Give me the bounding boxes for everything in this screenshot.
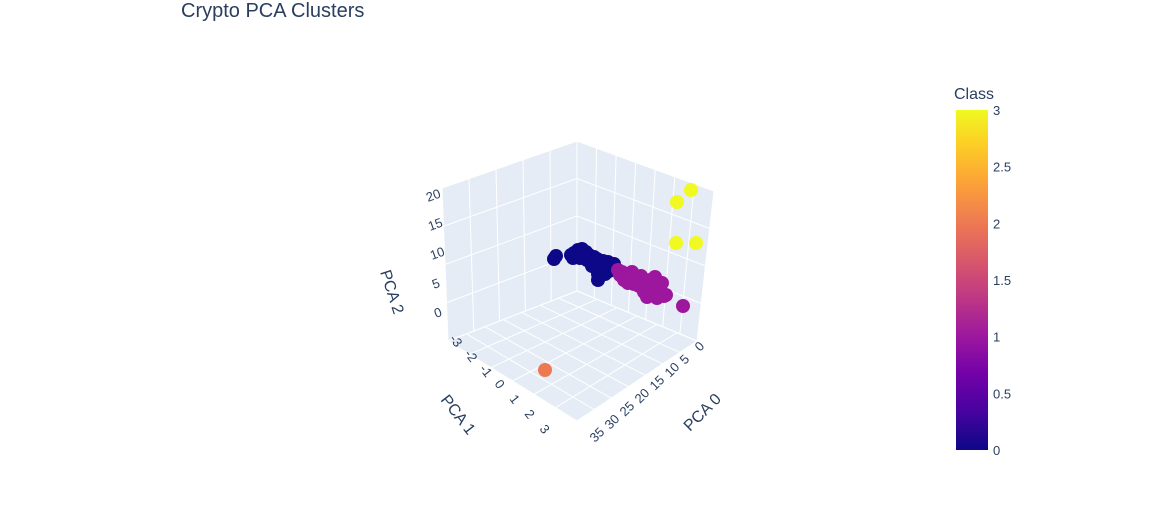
pca0-tick-label: 20: [632, 385, 653, 406]
colorbar-tick-label: 2: [993, 216, 1000, 231]
grid-line: [555, 332, 678, 409]
data-point: [593, 269, 607, 283]
colorbar-gradient: [956, 110, 988, 450]
pca1-tick-label: 0: [492, 377, 508, 392]
grid-line: [490, 307, 618, 369]
data-point: [549, 249, 563, 263]
pca2-tick-label: 5: [430, 275, 442, 292]
data-point: [630, 275, 644, 289]
pca1-tick-label: 3: [537, 422, 553, 437]
colorbar-tick-label: 2.5: [993, 160, 1011, 175]
data-point: [588, 255, 602, 269]
data-points: [538, 183, 703, 377]
grid-line: [533, 323, 658, 395]
pca0-tick-label: 0: [692, 338, 708, 354]
grid-line: [503, 319, 629, 388]
pca0-tick-label: 25: [617, 398, 638, 419]
pca0-tick-label: 15: [647, 372, 668, 393]
grid-line: [558, 297, 681, 353]
pca2-ticks: 0 5 10 15 20: [424, 186, 447, 321]
pca2-axis-title: PCA 2: [376, 268, 406, 316]
grid-line: [466, 333, 595, 411]
pca0-tick-label: 35: [587, 424, 608, 445]
grid-line: [576, 140, 715, 192]
colorbar-tick-label: 0.5: [993, 386, 1011, 401]
grid-line: [443, 178, 578, 227]
grid-line: [576, 215, 706, 267]
colorbar: Class 0 0.5 1 1.5 2 2.5 3: [954, 86, 1011, 458]
grid-line: [576, 290, 698, 342]
colorbar-tick-label: 0: [993, 443, 1000, 458]
colorbar-tick-label: 1.5: [993, 273, 1011, 288]
data-point: [670, 195, 684, 209]
data-point: [655, 276, 669, 290]
pca1-tick-label: 2: [522, 407, 538, 422]
pca0-axis-title: PCA 0: [681, 391, 725, 435]
colorbar-tick-label: 3: [993, 103, 1000, 118]
grid-line: [512, 315, 638, 382]
data-point: [650, 291, 664, 305]
data-point: [637, 285, 651, 299]
pca1-tick-label: 1: [507, 392, 523, 407]
grid-line: [447, 290, 578, 342]
pca2-tick-label: 10: [428, 244, 447, 263]
chart-title: Crypto PCA Clusters: [181, 0, 364, 22]
pca2-tick-label: 0: [432, 304, 444, 321]
colorbar-ticks: 0 0.5 1 1.5 2 2.5 3: [993, 103, 1011, 458]
pca2-tick-label: 20: [424, 186, 443, 205]
grid-line: [444, 215, 578, 265]
pca0-tick-label: 30: [602, 411, 623, 432]
grid-line: [576, 178, 710, 229]
data-point: [669, 236, 683, 250]
pca1-axis-title: PCA 1: [437, 392, 478, 438]
pca0-tick-label: 5: [677, 351, 693, 367]
data-point: [566, 251, 580, 265]
data-point: [538, 363, 552, 377]
colorbar-tick-label: 1: [993, 330, 1000, 345]
data-point: [676, 299, 690, 313]
grid-line: [469, 298, 598, 355]
pca2-tick-label: 15: [426, 215, 445, 234]
grid-line: [576, 340, 698, 422]
grid-line: [441, 140, 578, 189]
grid-line: [521, 311, 646, 376]
data-point: [613, 268, 627, 282]
data-point: [689, 236, 703, 250]
grid-line: [484, 326, 612, 399]
colorbar-title: Class: [954, 86, 994, 103]
data-point: [684, 183, 698, 197]
grid-line: [539, 304, 663, 365]
grid-line: [447, 340, 578, 422]
